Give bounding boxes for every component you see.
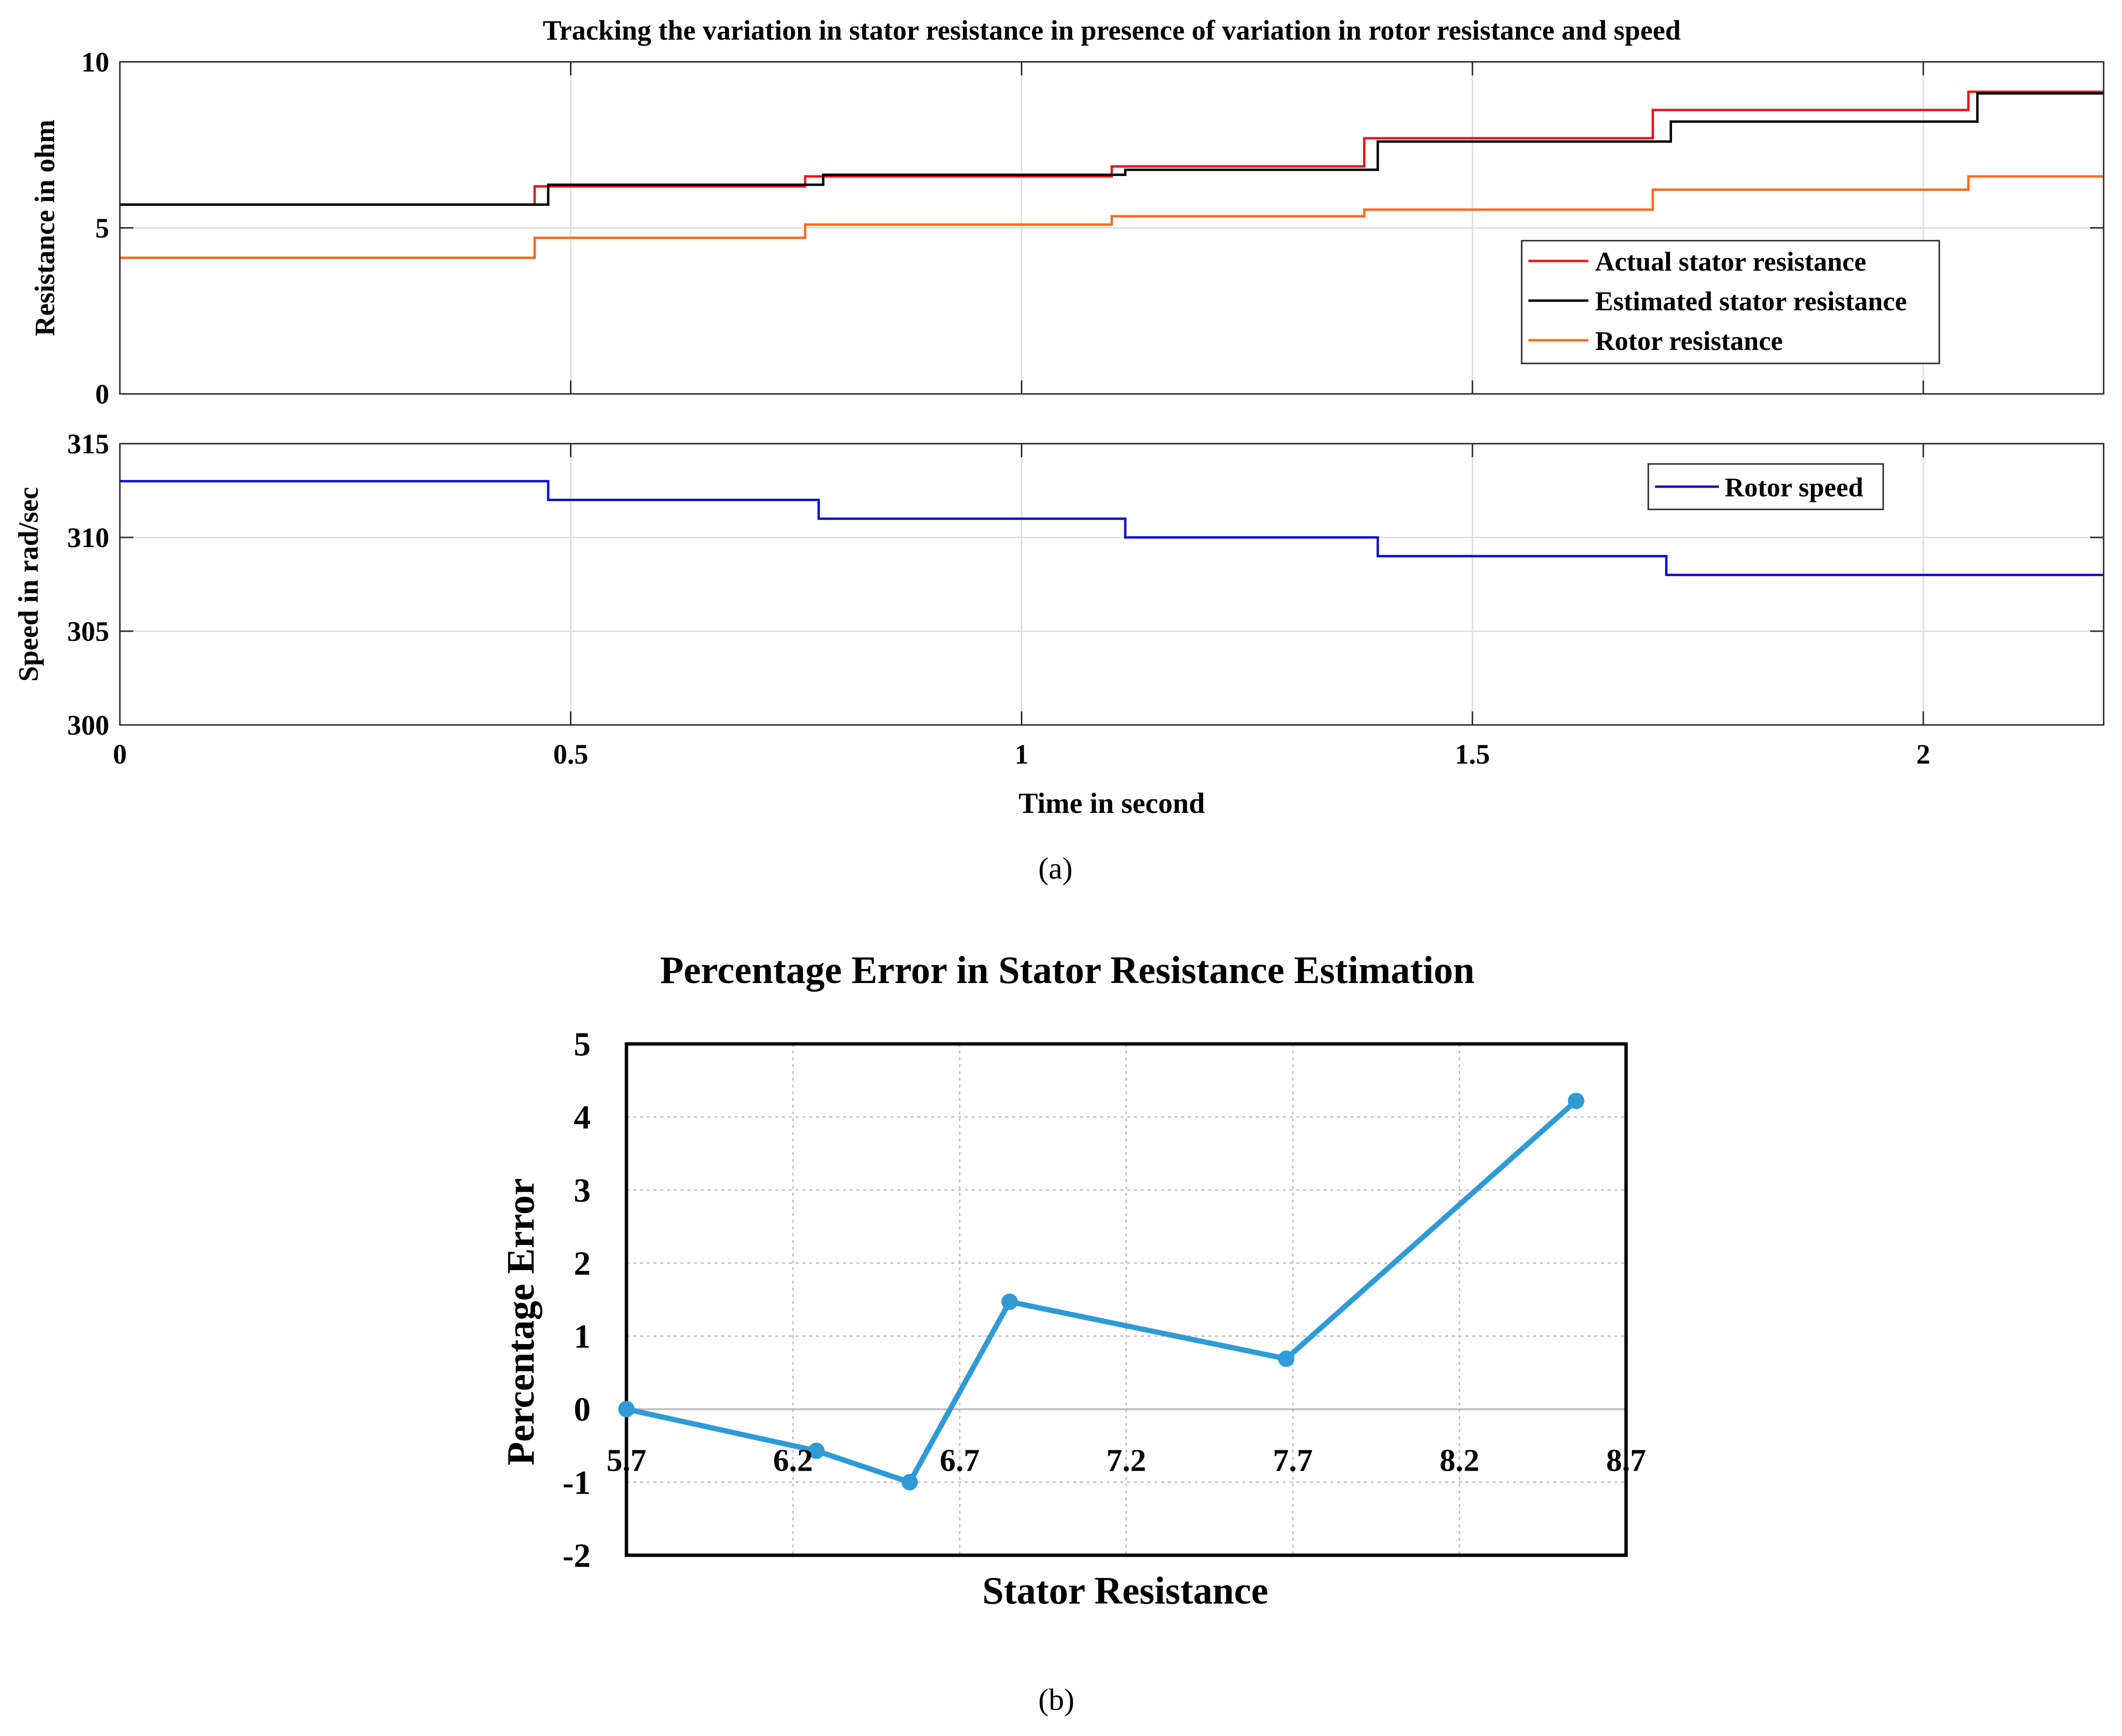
data-point bbox=[1568, 1092, 1584, 1109]
data-point bbox=[1001, 1293, 1018, 1310]
series-line-actual-stator-resistance bbox=[120, 90, 2104, 206]
plot-frame bbox=[625, 1042, 1628, 1557]
legend: Actual stator resistance Estimated stator… bbox=[1521, 240, 1940, 364]
series-line-rotor-speed bbox=[120, 480, 2104, 577]
legend-label: Estimated stator resistance bbox=[1595, 287, 1907, 317]
x-tick-label: 7.2 bbox=[1106, 1443, 1147, 1478]
x-tick-label: 0.5 bbox=[553, 738, 588, 770]
y-tick-label: 2 bbox=[574, 1245, 591, 1282]
x-tick-label: 1 bbox=[1015, 738, 1029, 770]
x-tick-label: 2 bbox=[1916, 738, 1930, 770]
x-tick-label: 1.5 bbox=[1455, 738, 1490, 770]
plot-frame bbox=[119, 443, 2105, 726]
y-tick-label: 315 bbox=[67, 428, 109, 460]
y-tick-label: 305 bbox=[67, 616, 109, 647]
legend-label: Actual stator resistance bbox=[1595, 247, 1866, 277]
panel-a-title: Tracking the variation in stator resista… bbox=[543, 14, 1681, 46]
y-axis-label: Resistance in ohm bbox=[29, 120, 60, 336]
series-line-estimated-stator-resistance bbox=[120, 92, 2104, 206]
y-tick-label: 1 bbox=[574, 1318, 591, 1356]
data-point bbox=[901, 1474, 918, 1490]
panel-b-chart: Percentage Error in Stator Resistance Es… bbox=[500, 949, 1646, 1612]
y-tick-label: 0 bbox=[574, 1391, 591, 1429]
y-tick-label: 300 bbox=[67, 709, 109, 741]
legend: Rotor speed bbox=[1647, 463, 1884, 510]
legend-label: Rotor resistance bbox=[1595, 326, 1783, 356]
x-tick-label: 8.7 bbox=[1606, 1443, 1646, 1478]
y-tick-label: 4 bbox=[574, 1099, 591, 1136]
data-point bbox=[1278, 1350, 1294, 1367]
panel-b-label: (b) bbox=[1038, 1682, 1075, 1717]
x-tick-label: 5.7 bbox=[607, 1443, 647, 1478]
x-tick-label: 6.7 bbox=[940, 1443, 980, 1478]
y-axis-label: Percentage Error bbox=[500, 1178, 542, 1466]
y-tick-label: 0 bbox=[95, 378, 109, 410]
x-tick-label: 6.2 bbox=[773, 1443, 813, 1478]
x-tick-label: 0 bbox=[113, 738, 127, 770]
data-point bbox=[618, 1401, 635, 1418]
series-line-rotor-resistance bbox=[120, 175, 2104, 259]
data-point bbox=[808, 1442, 825, 1459]
x-tick-label: 8.2 bbox=[1439, 1443, 1480, 1478]
panel-b-title: Percentage Error in Stator Resistance Es… bbox=[660, 949, 1475, 992]
y-tick-label: 3 bbox=[574, 1172, 591, 1209]
y-tick-label: -1 bbox=[563, 1464, 591, 1502]
y-tick-label: -2 bbox=[563, 1537, 591, 1575]
x-tick-label: 7.7 bbox=[1273, 1443, 1313, 1478]
legend-box bbox=[1521, 240, 1940, 364]
y-tick-label: 310 bbox=[67, 522, 109, 553]
panel-a-label: (a) bbox=[1038, 851, 1073, 885]
x-axis-label: Stator Resistance bbox=[982, 1570, 1268, 1612]
y-tick-label: 10 bbox=[81, 46, 109, 78]
subplot-resistance: 0 5 10 Resistance in ohm Actual stator resis… bbox=[29, 46, 2105, 410]
y-tick-label: 5 bbox=[95, 213, 109, 244]
x-axis-label: Time in second bbox=[1018, 787, 1205, 819]
y-tick-label: 5 bbox=[574, 1026, 591, 1063]
panel-a-chart: Tracking the variation in stator resista… bbox=[13, 14, 2105, 819]
series-line-percentage-error bbox=[625, 1099, 1578, 1485]
y-axis-label: Speed in rad/sec bbox=[13, 487, 44, 682]
subplot-speed: 300 305 310 315 Speed in rad/sec Rotor speed bbox=[13, 428, 2105, 741]
legend-label: Rotor speed bbox=[1725, 473, 1863, 503]
